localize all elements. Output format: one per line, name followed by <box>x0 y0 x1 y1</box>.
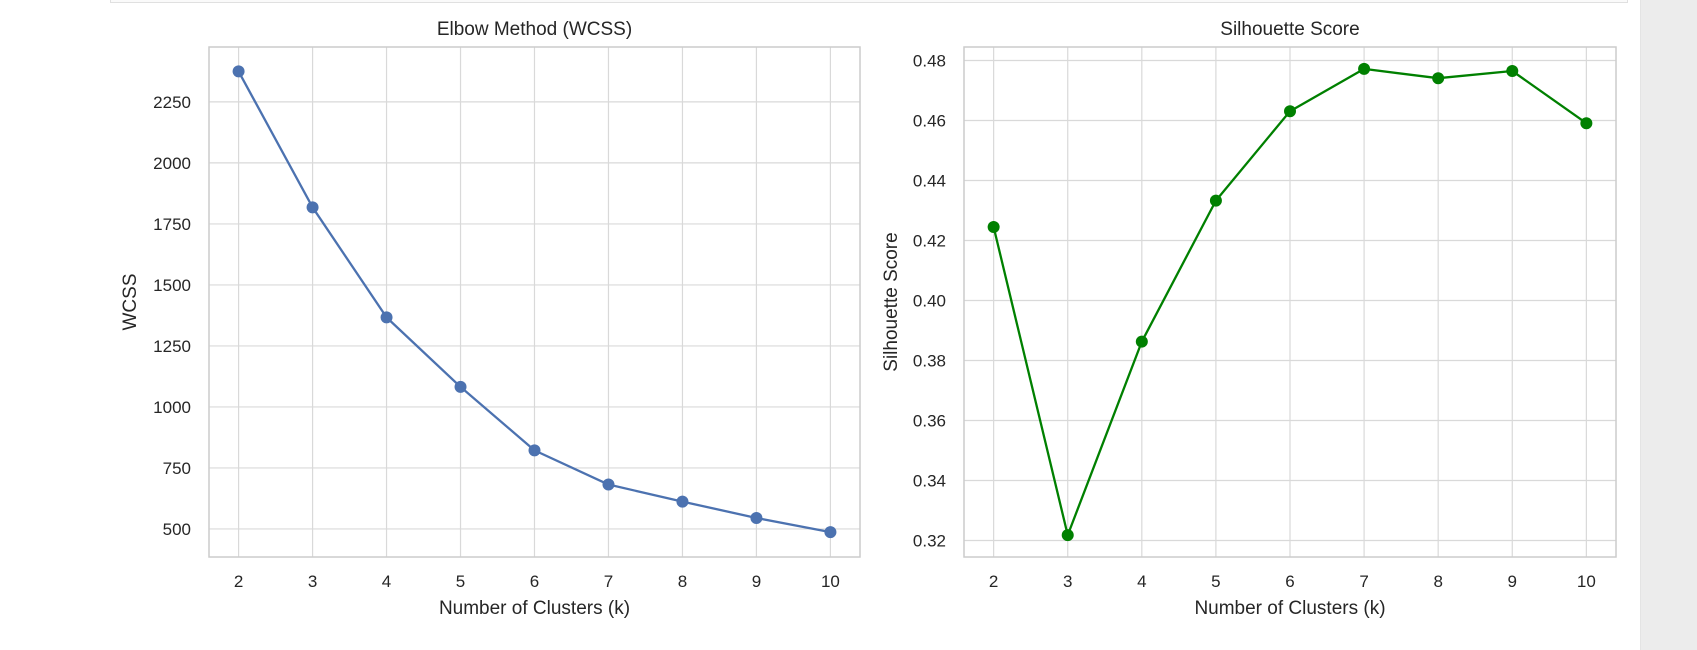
elbow-data-point <box>676 495 689 508</box>
elbow-data-point <box>232 65 245 78</box>
silhouette-xtick-label: 4 <box>1137 572 1146 591</box>
elbow-xtick-label: 10 <box>821 572 840 591</box>
silhouette-data-point <box>1506 65 1519 77</box>
elbow-xtick-label: 6 <box>530 572 539 591</box>
silhouette-plot: 2 3 4 5 6 7 8 9 10 0.32 0.34 0.36 0.38 0.40 0.42 0.44 0.… <box>881 19 1617 619</box>
silhouette-ytick-label: 0.42 <box>913 232 946 251</box>
silhouette-xtick-label: 7 <box>1359 572 1368 591</box>
elbow-xtick-label: 5 <box>456 572 465 591</box>
silhouette-ytick-label: 0.40 <box>913 292 946 311</box>
silhouette-ytick-label: 0.46 <box>913 112 946 131</box>
elbow-ytick-label: 1750 <box>153 215 191 234</box>
elbow-ytick-label: 2000 <box>153 154 191 173</box>
elbow-data-point <box>602 478 615 491</box>
elbow-axes-frame <box>208 46 861 558</box>
silhouette-ylabel: Silhouette Score <box>881 232 902 371</box>
elbow-xtick-label: 4 <box>382 572 391 591</box>
elbow-xlabel: Number of Clusters (k) <box>439 598 630 619</box>
elbow-ylabel: WCSS <box>120 274 141 331</box>
silhouette-data-point <box>1358 62 1371 75</box>
silhouette-data-point <box>1580 117 1593 130</box>
silhouette-data-point <box>1284 105 1296 118</box>
elbow-data-point <box>528 444 541 457</box>
silhouette-data-point <box>1432 72 1445 85</box>
elbow-ytick-label: 500 <box>163 520 191 539</box>
silhouette-data-point <box>987 221 1000 233</box>
silhouette-xlabel: Number of Clusters (k) <box>1194 598 1385 619</box>
silhouette-xtick-label: 8 <box>1433 572 1442 591</box>
silhouette-ytick-label: 0.38 <box>913 352 946 371</box>
elbow-data-point <box>306 201 319 214</box>
silhouette-axes-frame <box>963 46 1617 558</box>
scrollbar-gutter[interactable] <box>1640 0 1697 650</box>
elbow-ytick-label: 2250 <box>153 93 191 112</box>
silhouette-xtick-label: 10 <box>1577 572 1596 591</box>
elbow-xtick-label: 2 <box>234 572 243 591</box>
elbow-title: Elbow Method (WCSS) <box>437 19 632 40</box>
elbow-xtick-label: 3 <box>308 572 317 591</box>
elbow-ytick-label: 750 <box>163 459 191 478</box>
silhouette-ytick-label: 0.48 <box>913 52 946 71</box>
elbow-ytick-label: 1250 <box>153 337 191 356</box>
silhouette-ytick-label: 0.34 <box>913 472 946 491</box>
silhouette-xtick-label: 9 <box>1508 572 1517 591</box>
silhouette-xtick-label: 2 <box>989 572 998 591</box>
silhouette-title: Silhouette Score <box>1220 19 1359 40</box>
elbow-xtick-label: 9 <box>752 572 761 591</box>
silhouette-xtick-label: 3 <box>1063 572 1072 591</box>
elbow-data-point <box>454 380 467 393</box>
elbow-data-point <box>824 526 837 539</box>
elbow-xtick-label: 7 <box>604 572 613 591</box>
elbow-plot: 2 3 4 5 6 7 8 9 10 500 750 1000 1250 1500 1750 2000 2250… <box>120 19 861 619</box>
silhouette-xtick-label: 5 <box>1211 572 1220 591</box>
output-cell-frame <box>110 0 1628 3</box>
silhouette-data-point <box>1135 335 1148 348</box>
elbow-ytick-label: 1000 <box>153 398 191 417</box>
silhouette-ytick-label: 0.36 <box>913 412 946 431</box>
silhouette-xtick-label: 6 <box>1285 572 1294 591</box>
silhouette-ytick-label: 0.44 <box>913 172 946 191</box>
silhouette-ytick-label: 0.32 <box>913 532 946 551</box>
elbow-data-point <box>750 511 763 524</box>
elbow-data-point <box>380 311 393 324</box>
elbow-xtick-label: 8 <box>678 572 687 591</box>
silhouette-data-point <box>1209 194 1222 207</box>
elbow-ytick-label: 1500 <box>153 276 191 295</box>
silhouette-data-point <box>1061 529 1074 542</box>
